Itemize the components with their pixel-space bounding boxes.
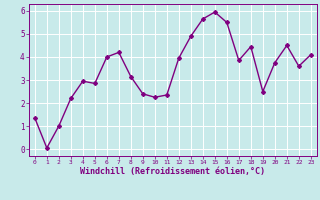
X-axis label: Windchill (Refroidissement éolien,°C): Windchill (Refroidissement éolien,°C) (80, 167, 265, 176)
